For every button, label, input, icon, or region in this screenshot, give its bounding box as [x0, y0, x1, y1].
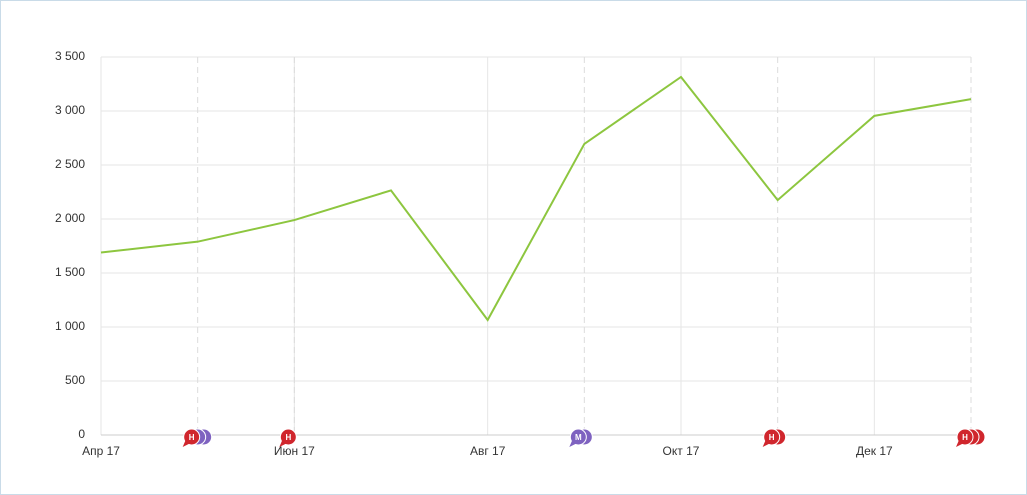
- marker-tail: [569, 440, 578, 447]
- x-tick-label: Окт 17: [663, 444, 700, 458]
- annotation-marker: Н: [182, 428, 213, 447]
- y-tick-label: 1 000: [55, 319, 85, 333]
- y-tick-label: 500: [65, 373, 85, 387]
- marker-bubble: [279, 428, 297, 446]
- data-line: [100, 75, 972, 322]
- marker-label: Н: [962, 433, 968, 442]
- annotation-marker: М: [569, 428, 593, 447]
- marker-label: Н: [189, 433, 195, 442]
- x-tick-label: Апр 17: [82, 444, 120, 458]
- x-tick-label: Дек 17: [856, 444, 893, 458]
- marker-bubble: [956, 428, 974, 446]
- y-tick-label: 1 500: [55, 265, 85, 279]
- marker-bubble: [763, 428, 781, 446]
- marker-tail: [956, 440, 964, 447]
- x-tick-label: Июн 17: [274, 444, 315, 458]
- marker-tail: [279, 440, 288, 447]
- annotation-marker: Н: [956, 428, 986, 447]
- marker-label: Н: [285, 433, 291, 442]
- x-tick-label: Авг 17: [470, 444, 506, 458]
- annotation-marker: Н: [279, 428, 297, 447]
- marker-tail: [182, 440, 191, 447]
- annotation-marker: Н: [762, 428, 787, 447]
- marker-label: Н: [769, 433, 775, 442]
- y-tick-label: 2 500: [55, 157, 85, 171]
- marker-label: М: [575, 433, 582, 442]
- marker-tail: [762, 440, 771, 447]
- marker-bubble: [183, 428, 201, 446]
- y-tick-label: 3 500: [55, 49, 85, 63]
- marker-bubble: [569, 428, 587, 446]
- y-tick-label: 0: [78, 427, 85, 441]
- y-tick-label: 3 000: [55, 103, 85, 117]
- y-tick-label: 2 000: [55, 211, 85, 225]
